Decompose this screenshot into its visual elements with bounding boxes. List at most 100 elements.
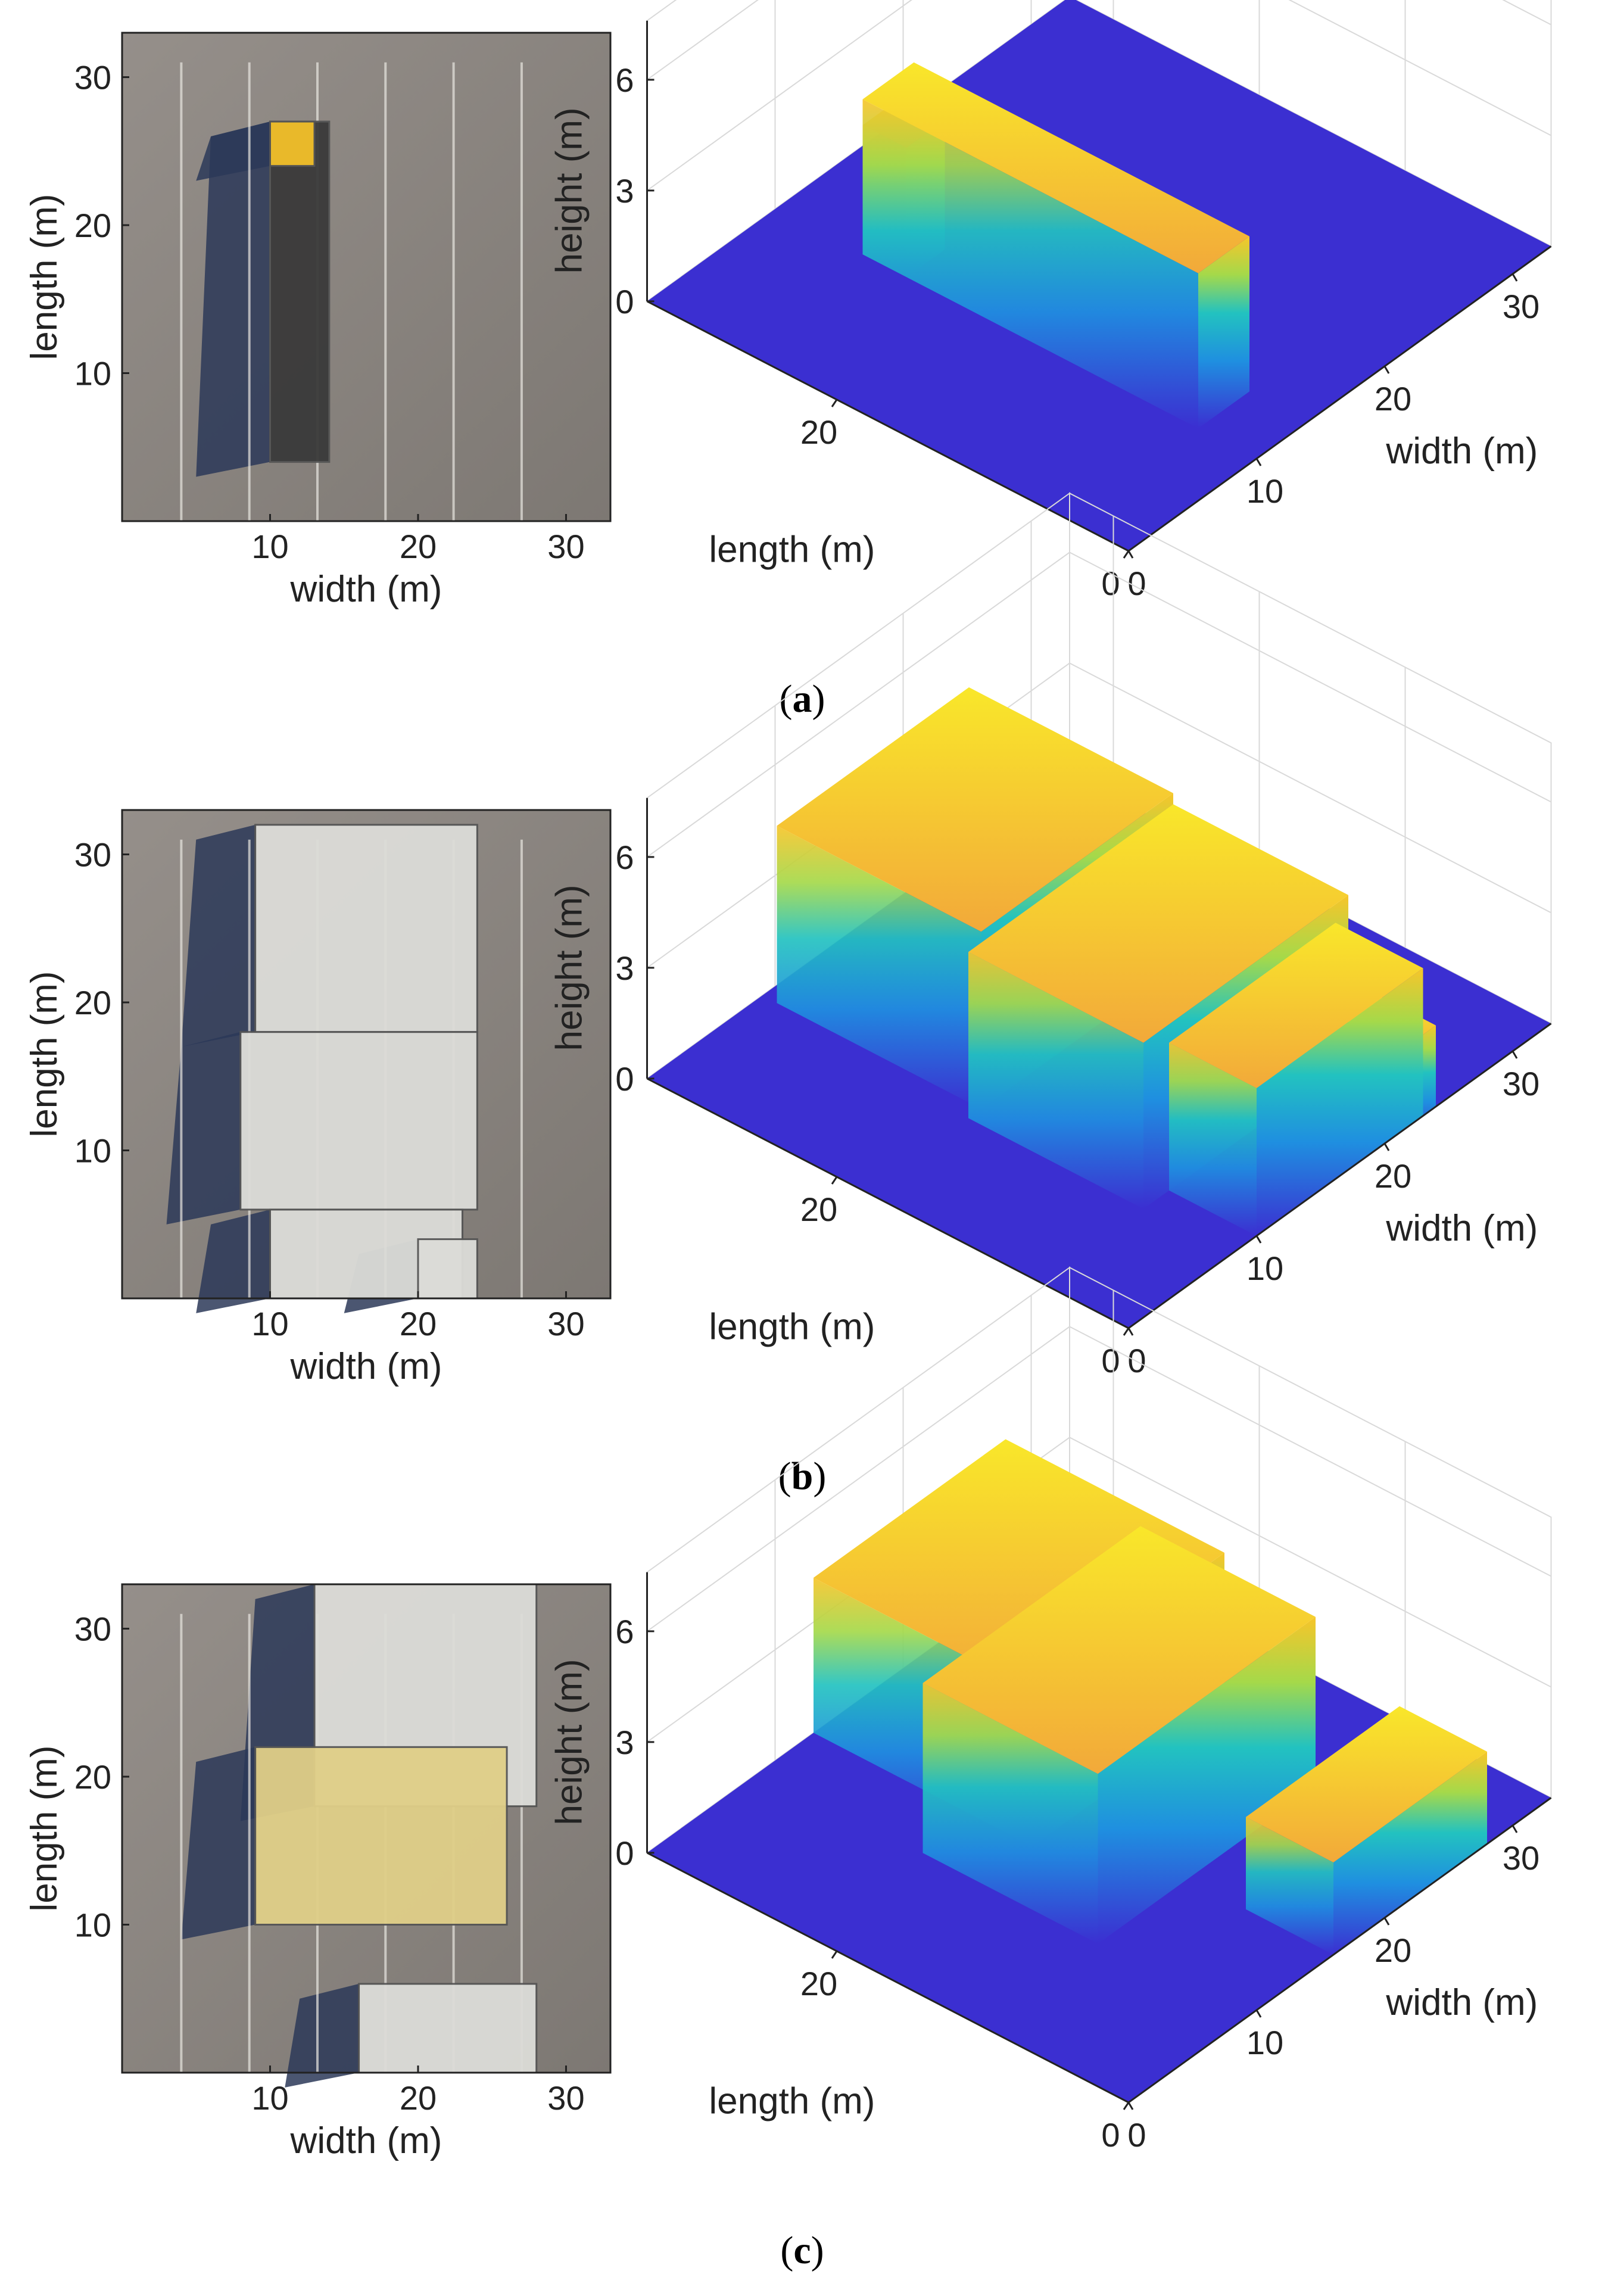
width-tick-mark xyxy=(1383,366,1390,374)
z-gridline xyxy=(646,1437,1551,1743)
caption-part: ( xyxy=(780,677,793,721)
object-shadow xyxy=(285,1983,359,2088)
surface-width-label: width (m) xyxy=(1385,1208,1538,1249)
x-tick-label: 10 xyxy=(251,528,288,565)
photo-x-axis-label: width (m) xyxy=(290,569,442,610)
object-top-face xyxy=(1169,923,1423,1088)
object-side-face xyxy=(862,99,1198,429)
width-tick-mark xyxy=(1127,2102,1134,2110)
vehicle xyxy=(239,1031,478,1211)
y-tick-label: 30 xyxy=(74,1610,111,1648)
width-tick-mark xyxy=(1383,1143,1390,1151)
object-front-face xyxy=(1333,1752,1487,1955)
length-tick-mark xyxy=(831,399,838,407)
height-tick-label: 0 xyxy=(615,1834,634,1872)
x-tick-label: 30 xyxy=(547,528,584,565)
width-tick-mark xyxy=(1511,1825,1518,1833)
object-top-face xyxy=(923,1526,1316,1774)
caption-part: ( xyxy=(780,2229,793,2272)
object-side-face xyxy=(777,825,981,1109)
z-gridline xyxy=(646,1326,1551,1632)
caption-part: b xyxy=(791,1454,814,1498)
width-tick-label: 20 xyxy=(1375,1931,1411,1969)
width-tick-mark xyxy=(1127,1328,1134,1336)
y-tick-label: 20 xyxy=(74,207,111,244)
object-front-face xyxy=(1257,968,1423,1236)
length-tick-mark xyxy=(1123,550,1130,559)
caption-part: c xyxy=(793,2229,811,2272)
height-tick-label: 0 xyxy=(615,1060,634,1098)
width-tick-mark xyxy=(1255,2010,1262,2018)
y-tick-label: 30 xyxy=(74,59,111,96)
photo-y-axis-label: length (m) xyxy=(24,194,65,360)
surface-height-label: height (m) xyxy=(549,884,590,1051)
object-top-face xyxy=(862,62,1249,273)
length-tick-mark xyxy=(831,1951,838,1959)
width-tick-label: 30 xyxy=(1503,1065,1539,1102)
z-gridline xyxy=(646,552,1551,858)
object-front-face xyxy=(1198,236,1249,429)
object-shadow xyxy=(196,122,270,477)
x-tick-label: 30 xyxy=(547,1305,584,1342)
y-tick-label: 20 xyxy=(74,984,111,1021)
y-tick-label: 10 xyxy=(74,355,111,392)
y-tick-label: 20 xyxy=(74,1758,111,1796)
length-tick-mark xyxy=(1123,2102,1130,2110)
width-axis xyxy=(1128,1023,1552,1329)
width-tick-label: 30 xyxy=(1503,1839,1539,1877)
width-tick-label: 20 xyxy=(1375,380,1411,418)
vehicle xyxy=(254,824,478,1033)
width-tick-label: 0 xyxy=(1127,2116,1146,2154)
photo-x-axis-label: width (m) xyxy=(290,2120,442,2161)
photo-subplot: 10 20 30 10 20 30 width (m) length (m) xyxy=(24,809,612,1387)
y-tick-label: 10 xyxy=(74,1906,111,1944)
vehicle xyxy=(358,1983,538,2074)
surface-length-label: length (m) xyxy=(709,529,875,571)
object-shadow xyxy=(166,1032,241,1225)
width-tick-label: 0 xyxy=(1127,1342,1146,1379)
photo-y-axis-label: length (m) xyxy=(24,971,65,1137)
width-tick-label: 30 xyxy=(1503,288,1539,325)
height-tick-label: 6 xyxy=(615,61,634,99)
width-tick-label: 20 xyxy=(1375,1157,1411,1195)
photo-x-axis-label: width (m) xyxy=(290,1346,442,1387)
x-tick-label: 20 xyxy=(400,528,437,565)
vehicle xyxy=(269,120,331,463)
panel-caption: (a) xyxy=(780,677,825,721)
length-axis xyxy=(646,1077,1129,1329)
x-tick-label: 20 xyxy=(400,1305,437,1342)
x-tick-label: 20 xyxy=(400,2079,437,2117)
z-gridline xyxy=(646,0,1551,191)
width-tick-mark xyxy=(1255,1235,1262,1244)
height-tick-label: 3 xyxy=(615,949,634,987)
y-tick-label: 30 xyxy=(74,836,111,874)
surface-height-label: height (m) xyxy=(549,107,590,273)
x-tick-label: 10 xyxy=(251,1305,288,1342)
height-tick-label: 6 xyxy=(615,1613,634,1650)
surface-width-label: width (m) xyxy=(1385,431,1538,472)
object-shadow xyxy=(196,1209,270,1313)
width-tick-label: 10 xyxy=(1246,2024,1283,2061)
surface-height-label: height (m) xyxy=(549,1659,590,1825)
object-side-face xyxy=(1169,1042,1257,1236)
caption-part: a xyxy=(793,677,812,721)
length-tick-mark xyxy=(1123,1328,1130,1336)
photo-subplot: 10 20 30 10 20 30 width (m) length (m) xyxy=(24,32,612,610)
surface-length-label: length (m) xyxy=(709,2081,875,2122)
length-tick-label: 20 xyxy=(800,1965,837,2002)
panel-caption: (b) xyxy=(778,1454,827,1498)
width-tick-mark xyxy=(1255,458,1262,466)
x-tick-label: 30 xyxy=(547,2079,584,2117)
object-side-face xyxy=(968,952,1143,1209)
width-tick-mark xyxy=(1511,1051,1518,1059)
caption-part: ( xyxy=(778,1454,791,1498)
width-tick-label: 10 xyxy=(1246,472,1283,510)
object-shadow xyxy=(181,824,255,1047)
object-top-face xyxy=(777,687,1173,932)
length-axis xyxy=(646,1852,1129,2104)
photo-subplot: 10 20 30 10 20 30 width (m) length (m) xyxy=(24,1583,612,2161)
